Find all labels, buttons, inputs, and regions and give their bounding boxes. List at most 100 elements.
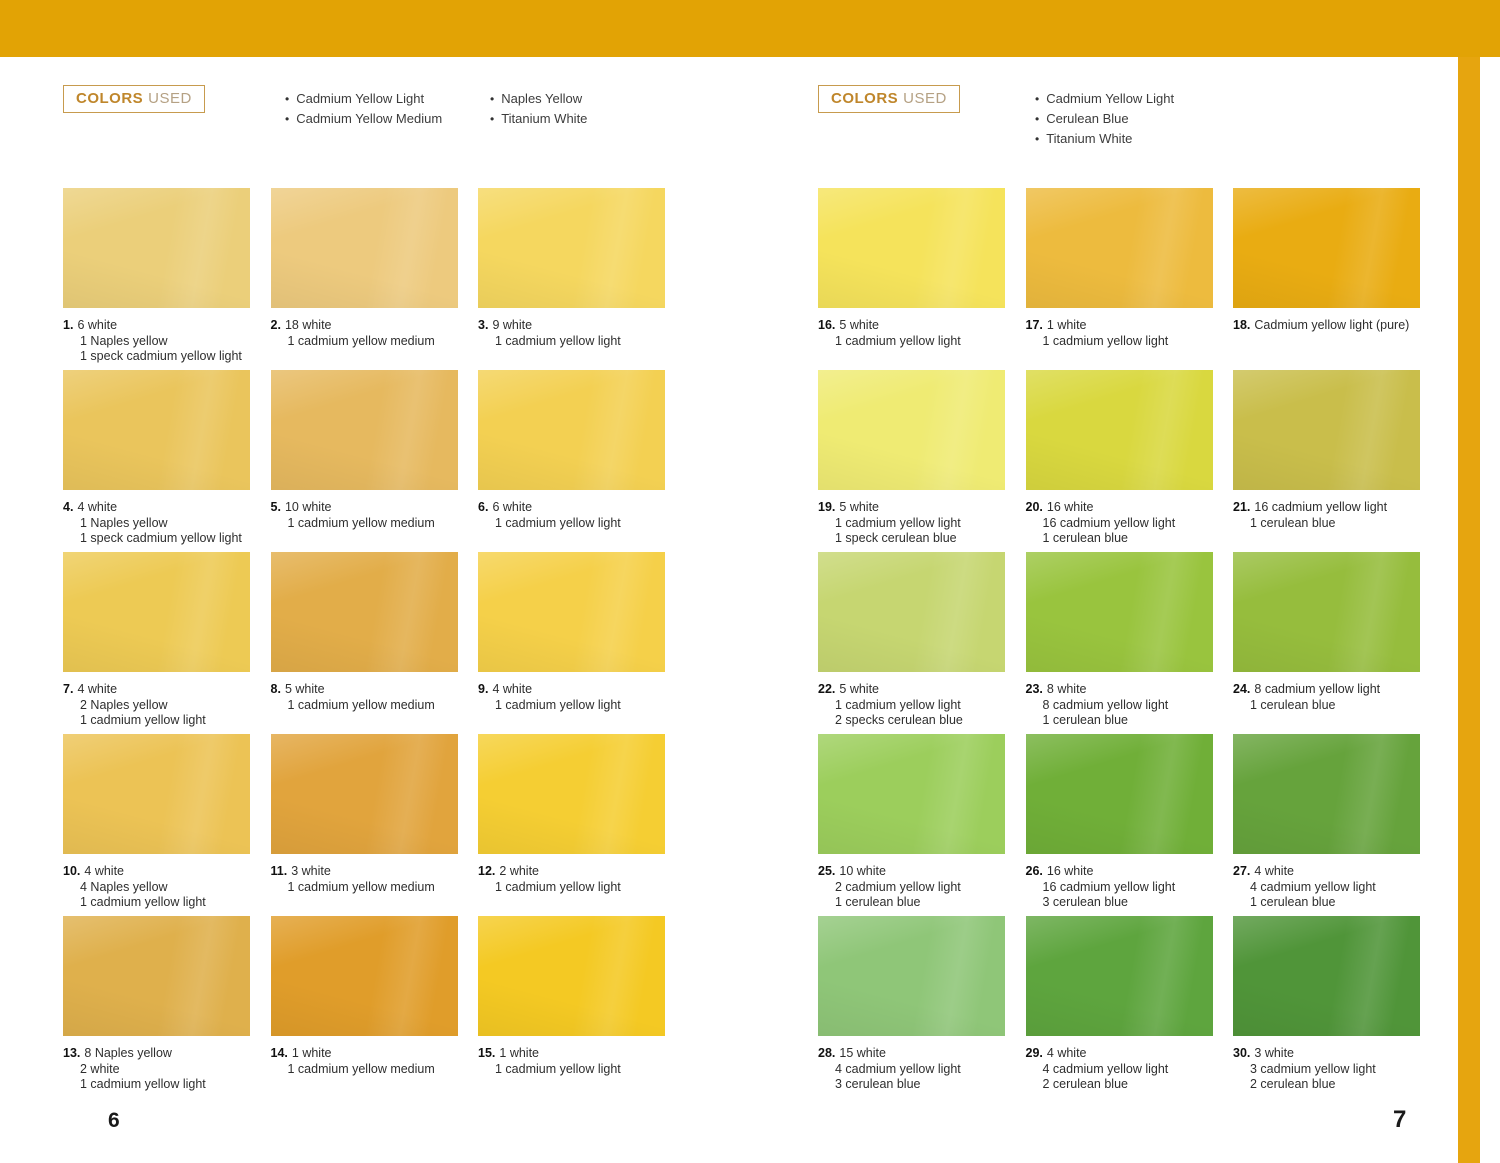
- caption-text: 9 white: [492, 318, 533, 332]
- swatch-cell: 18. Cadmium yellow light (pure): [1233, 188, 1420, 370]
- paint-swatch: [818, 916, 1005, 1036]
- swatch-cell: 24. 8 cadmium yellow light 1 cerulean blu…: [1233, 552, 1420, 734]
- swatch-number: 6.: [478, 500, 489, 514]
- swatch-cell: 11. 3 white 1 cadmium yellow medium: [270, 734, 458, 916]
- swatch-number: 11.: [270, 864, 288, 878]
- swatch-number: 7.: [63, 682, 74, 696]
- page-number-right: 7: [1393, 1106, 1407, 1133]
- caption-line: 11. 3 white: [271, 864, 458, 880]
- caption-line: 1 cadmium yellow light: [80, 1077, 206, 1091]
- swatch-cell: 26. 16 white 16 cadmium yellow light 3 ce…: [1025, 734, 1213, 916]
- paint-swatch: [270, 734, 458, 854]
- caption-text: 16 cadmium yellow light: [1254, 500, 1388, 514]
- color-list-item: • Naples Yellow: [490, 89, 587, 109]
- swatch-number: 27.: [1233, 864, 1251, 878]
- caption-line: 17. 1 white: [1026, 318, 1213, 334]
- caption-line: 3. 9 white: [478, 318, 665, 334]
- swatch-cell: 13. 8 Naples yellow 2 white 1 cadmium yel…: [63, 916, 250, 1098]
- swatch-caption: 26. 16 white 16 cadmium yellow light 3 ce…: [1026, 864, 1213, 911]
- swatch-cell: 7. 4 white 2 Naples yellow 1 cadmium yell…: [63, 552, 250, 734]
- bullet-icon: •: [490, 112, 495, 126]
- caption-line: 1 cadmium yellow light: [80, 713, 206, 727]
- colors-used-label-light: USED: [903, 90, 947, 107]
- swatch-number: 9.: [478, 682, 489, 696]
- swatch-number: 14.: [270, 1046, 288, 1060]
- swatch-number: 17.: [1025, 318, 1043, 332]
- caption-line: 1 speck cerulean blue: [835, 531, 957, 545]
- paint-swatch: [270, 188, 458, 308]
- swatch-number: 4.: [63, 500, 74, 514]
- caption-text: 8 Naples yellow: [84, 1046, 172, 1060]
- colors-used-label: COLORS: [831, 90, 899, 107]
- swatch-cell: 4. 4 white 1 Naples yellow 1 speck cadmiu…: [63, 370, 250, 552]
- swatch-number: 23.: [1025, 682, 1043, 696]
- caption-line: 1 cerulean blue: [1042, 713, 1128, 727]
- caption-text: 6 white: [492, 500, 533, 514]
- paint-swatch: [63, 916, 250, 1036]
- caption-line: 1 cadmium yellow medium: [287, 333, 435, 348]
- swatch-number: 18.: [1233, 318, 1251, 332]
- bullet-icon: •: [285, 92, 290, 106]
- caption-text: 3 white: [291, 864, 331, 878]
- swatch-caption: 12. 2 white 1 cadmium yellow light: [478, 864, 665, 895]
- caption-line: 3 cerulean blue: [1042, 895, 1128, 909]
- swatch-caption: 17. 1 white 1 cadmium yellow light: [1026, 318, 1213, 349]
- caption-line: 1 cerulean blue: [1250, 697, 1336, 712]
- color-list-item: • Cadmium Yellow Light: [285, 89, 442, 109]
- swatch-cell: 8. 5 white 1 cadmium yellow medium: [270, 552, 458, 734]
- top-gold-bar: [0, 0, 1500, 57]
- caption-line: 4 cadmium yellow light: [835, 1061, 961, 1076]
- paint-swatch: [1233, 370, 1420, 490]
- caption-text: 6 white: [77, 318, 118, 332]
- caption-line: 1 speck cadmium yellow light: [80, 349, 242, 363]
- caption-line: 18. Cadmium yellow light (pure): [1233, 318, 1420, 334]
- swatch-caption: 30. 3 white 3 cadmium yellow light 2 ceru…: [1233, 1046, 1420, 1093]
- caption-line: 1 cadmium yellow light: [495, 697, 621, 712]
- caption-line: 1 Naples yellow: [80, 333, 168, 348]
- swatch-caption: 29. 4 white 4 cadmium yellow light 2 ceru…: [1026, 1046, 1213, 1093]
- swatch-number: 28.: [818, 1046, 836, 1060]
- color-name: Naples Yellow: [501, 91, 583, 106]
- caption-text: 8 cadmium yellow light: [1254, 682, 1381, 696]
- swatch-number: 22.: [818, 682, 836, 696]
- caption-line: 1 cerulean blue: [1250, 515, 1336, 530]
- swatch-caption: 28. 15 white 4 cadmium yellow light 3 cer…: [818, 1046, 1005, 1093]
- caption-line: 10. 4 white: [63, 864, 250, 880]
- caption-line: 8. 5 white: [271, 682, 458, 698]
- swatch-cell: 1. 6 white 1 Naples yellow 1 speck cadmiu…: [63, 188, 250, 370]
- caption-line: 9. 4 white: [478, 682, 665, 698]
- page-number-left: 6: [108, 1109, 120, 1132]
- caption-line: 5. 10 white: [271, 500, 458, 516]
- swatch-cell: 2. 18 white 1 cadmium yellow medium: [270, 188, 458, 370]
- caption-text: 4 white: [492, 682, 533, 696]
- color-name: Titanium White: [501, 111, 588, 126]
- swatch-cell: 9. 4 white 1 cadmium yellow light: [478, 552, 665, 734]
- color-list-item: • Titanium White: [490, 109, 587, 129]
- swatch-cell: 28. 15 white 4 cadmium yellow light 3 cer…: [818, 916, 1005, 1098]
- caption-line: 1 Naples yellow: [80, 515, 168, 530]
- paint-swatch: [1025, 916, 1213, 1036]
- paint-swatch: [1233, 734, 1420, 854]
- caption-line: 12. 2 white: [478, 864, 665, 880]
- swatch-number: 5.: [270, 500, 281, 514]
- paint-swatch: [818, 188, 1005, 308]
- caption-line: 2 specks cerulean blue: [835, 713, 963, 727]
- swatch-caption: 22. 5 white 1 cadmium yellow light 2 spec…: [818, 682, 1005, 729]
- caption-line: 1 cadmium yellow light: [80, 895, 206, 909]
- caption-text: 1 white: [1046, 318, 1087, 332]
- swatch-cell: 5. 10 white 1 cadmium yellow medium: [270, 370, 458, 552]
- swatch-caption: 24. 8 cadmium yellow light 1 cerulean blu…: [1233, 682, 1420, 713]
- caption-line: 1 cadmium yellow light: [835, 333, 961, 348]
- swatch-caption: 7. 4 white 2 Naples yellow 1 cadmium yell…: [63, 682, 250, 729]
- page-7: COLORS USED • Cadmium Yellow Light • Cerule…: [818, 85, 1420, 1093]
- caption-line: 6. 6 white: [478, 500, 665, 516]
- caption-text: 8 white: [1046, 682, 1087, 696]
- caption-line: 30. 3 white: [1233, 1046, 1420, 1062]
- color-name: Cadmium Yellow Light: [1046, 91, 1175, 106]
- swatch-number: 15.: [478, 1046, 496, 1060]
- swatch-caption: 4. 4 white 1 Naples yellow 1 speck cadmiu…: [63, 500, 250, 547]
- caption-line: 2 cerulean blue: [1042, 1077, 1128, 1091]
- swatch-caption: 6. 6 white 1 cadmium yellow light: [478, 500, 665, 531]
- caption-line: 21. 16 cadmium yellow light: [1233, 500, 1420, 516]
- caption-text: 18 white: [284, 318, 332, 332]
